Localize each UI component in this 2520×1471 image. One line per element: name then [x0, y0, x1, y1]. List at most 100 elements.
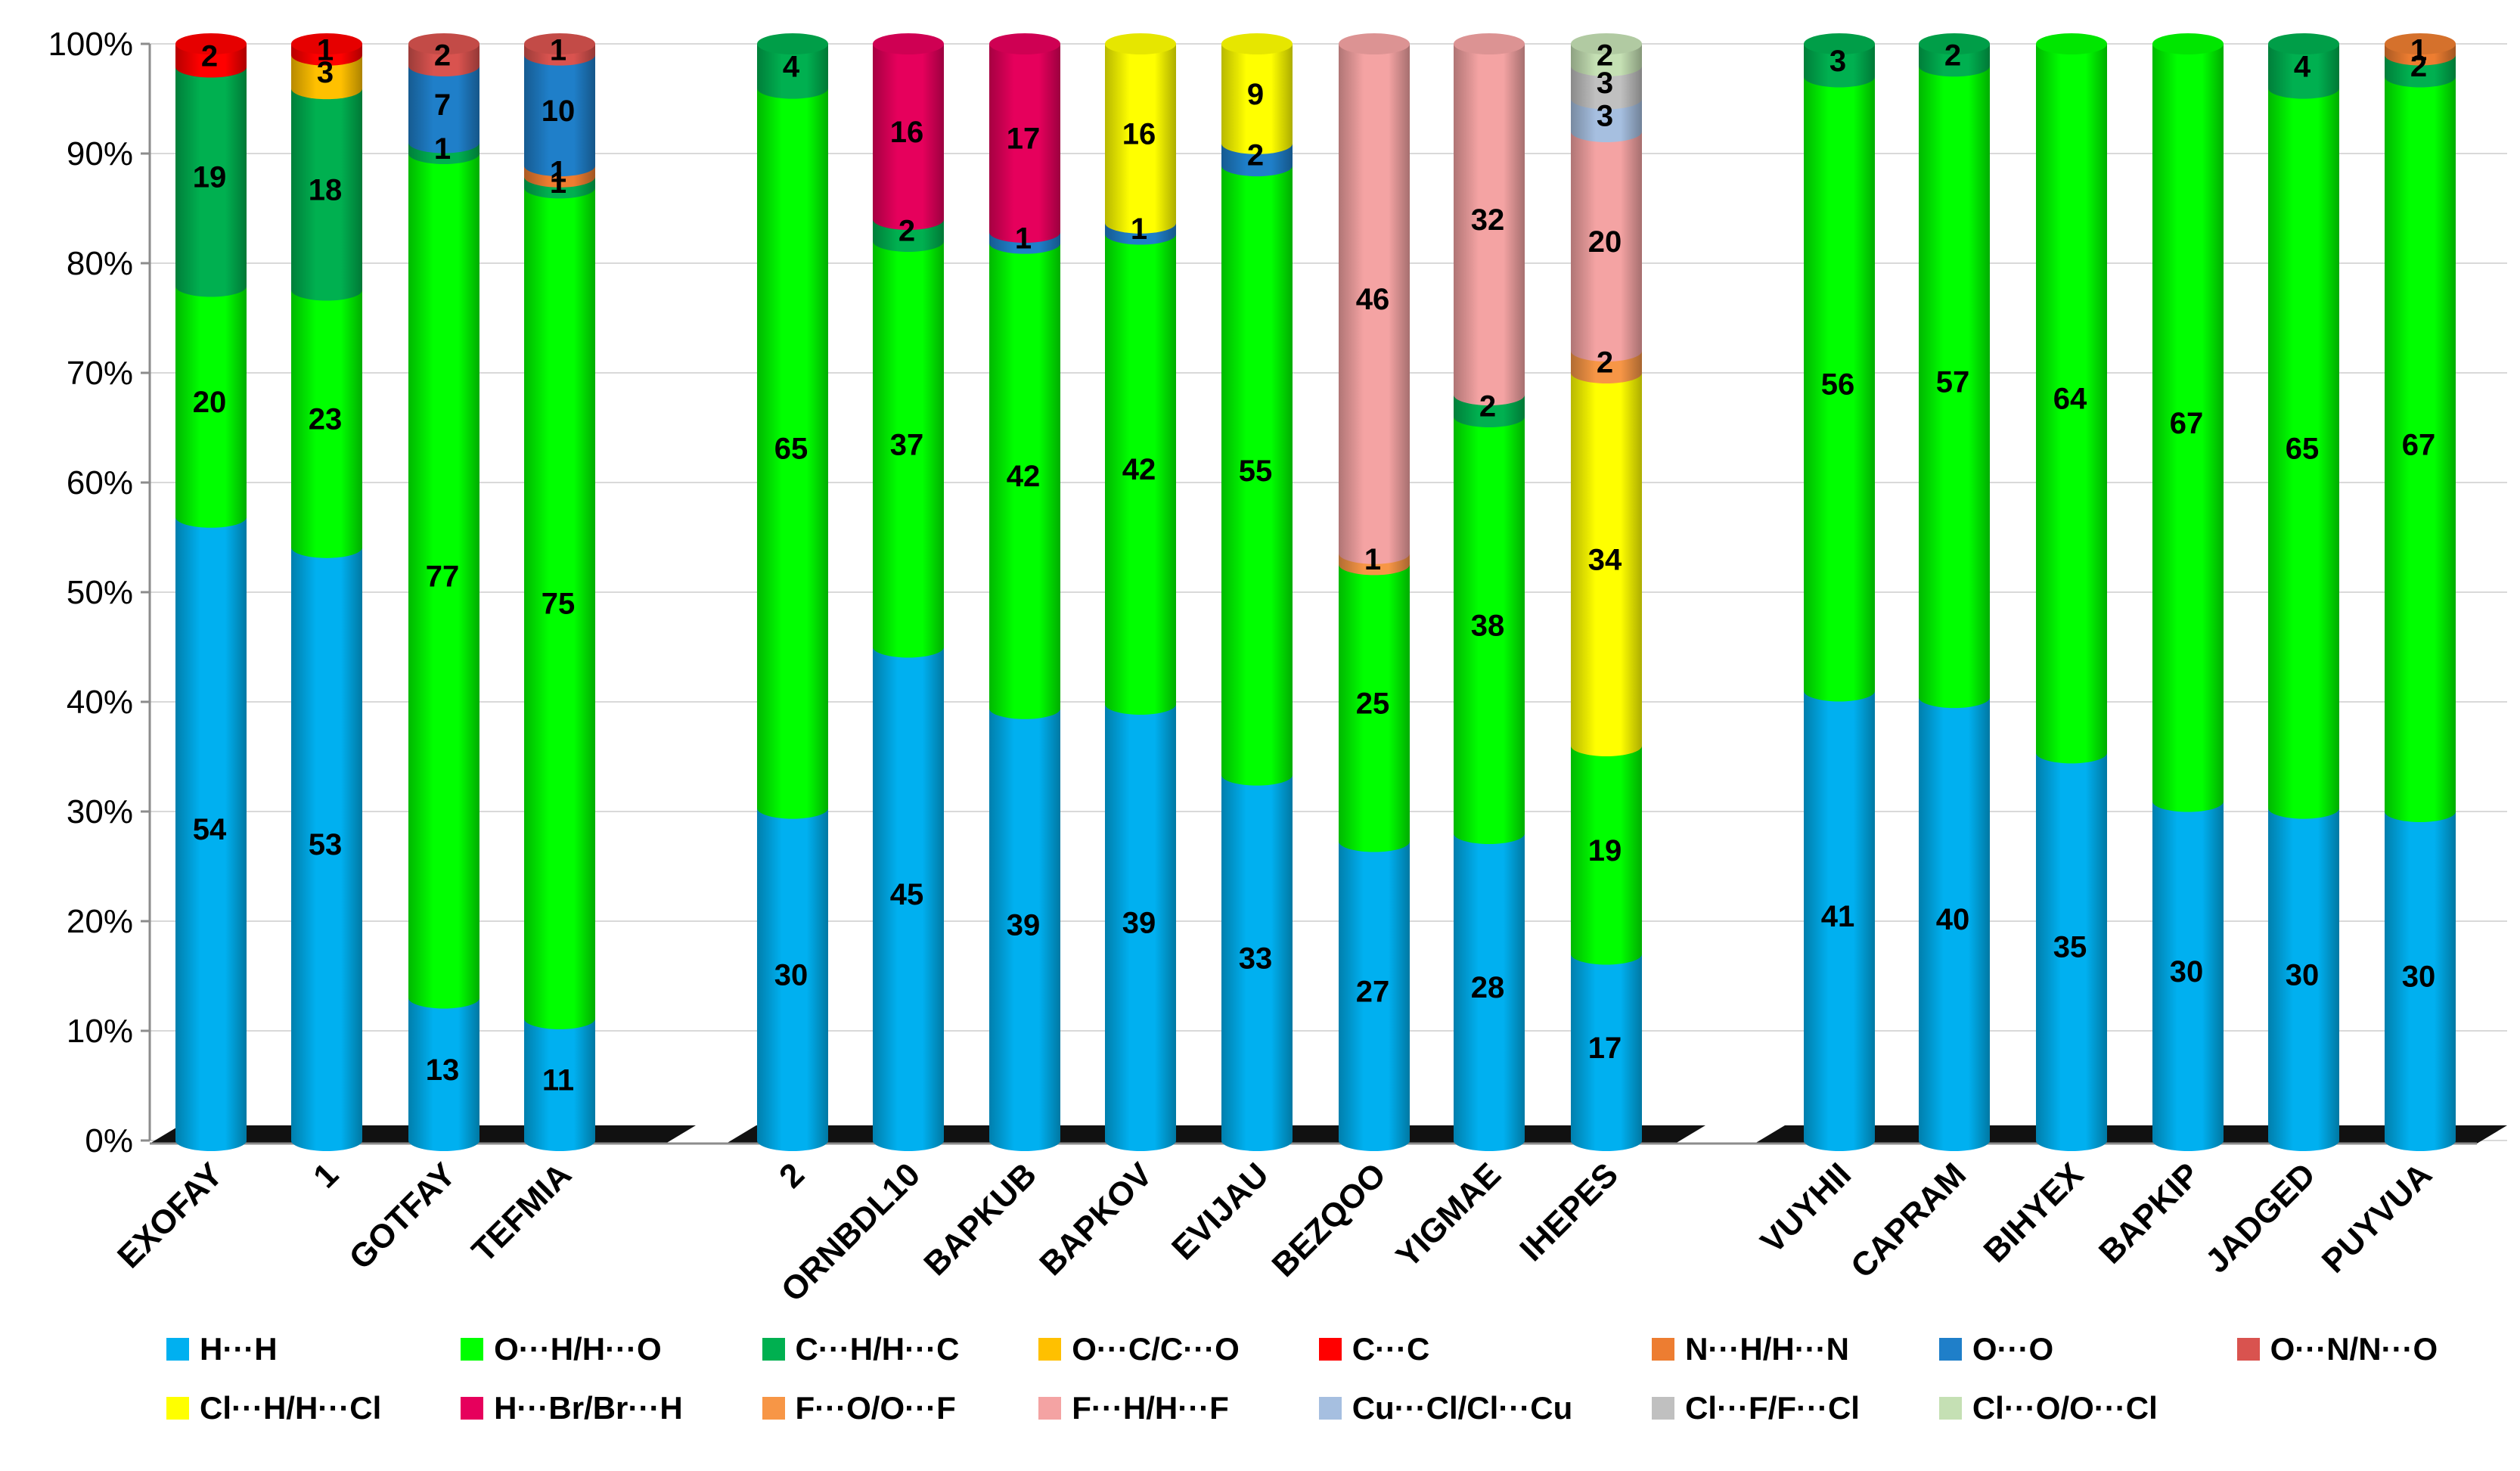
data-label: 7 — [434, 88, 451, 122]
bar-segment — [408, 154, 479, 1009]
data-label: 67 — [2170, 407, 2204, 440]
bar-top-cap — [873, 33, 944, 54]
data-label: 2 — [2410, 50, 2427, 83]
data-label: 1 — [2410, 33, 2427, 67]
data-label: 4 — [2294, 50, 2311, 83]
legend-label: Cl···O/O···Cl — [1972, 1390, 2158, 1426]
data-label: 2 — [201, 39, 218, 73]
data-label: 46 — [1356, 283, 1390, 316]
data-label: 16 — [1122, 117, 1156, 151]
bar-stack-bihyex: 35 64 — [2036, 33, 2107, 1151]
bar-segment — [1105, 703, 1176, 1151]
x-tick-label: BEZQOO — [1265, 1156, 1393, 1283]
bar-top-cap — [524, 33, 595, 54]
data-label: 1 — [550, 33, 566, 67]
data-label: 2 — [1597, 346, 1613, 380]
bar-top-cap — [2268, 33, 2339, 54]
data-label: 2 — [1597, 39, 1613, 73]
bar-segment — [1804, 44, 1875, 88]
bar-stack-capram: 40 57 2 — [1919, 33, 1990, 1151]
data-label: 35 — [2053, 931, 2087, 964]
legend-label: O···O — [1972, 1331, 2054, 1367]
bar-segment — [2036, 44, 2107, 764]
data-label: 30 — [774, 958, 808, 992]
x-tick-label: GOTFAY — [342, 1156, 463, 1277]
data-label: 17 — [1007, 122, 1041, 155]
legend-item: Cu···Cl/Cl···Cu — [1318, 1390, 1631, 1426]
data-label: 27 — [1356, 975, 1390, 1008]
legend-swatch — [1938, 1397, 1962, 1420]
legend-swatch — [461, 1397, 484, 1420]
legend-item: F···O/O···F — [762, 1390, 1018, 1426]
legend-swatch — [461, 1338, 484, 1361]
bar-top-cap — [1454, 33, 1525, 54]
data-label: 2 — [434, 39, 451, 73]
floor-gap — [666, 1125, 756, 1144]
bar-segment — [1105, 44, 1176, 234]
bar-top-cap — [989, 33, 1060, 54]
y-tick-label: 50% — [67, 574, 133, 611]
data-label: 1 — [550, 155, 566, 188]
bar-segment — [989, 243, 1060, 719]
legend-swatch — [1318, 1397, 1342, 1420]
legend-swatch — [762, 1338, 785, 1361]
data-label: 75 — [542, 588, 576, 621]
data-label: 40 — [1936, 903, 1970, 936]
bar-segment — [1454, 44, 1525, 405]
bar-segment — [989, 44, 1060, 243]
legend-swatch — [1938, 1338, 1962, 1361]
data-label: 42 — [1007, 460, 1041, 493]
data-label: 30 — [2170, 955, 2204, 988]
x-tick-label: JADGED — [2199, 1156, 2323, 1280]
data-label: 39 — [1122, 906, 1156, 939]
bars: 5420192532318311377172117511101306544537… — [175, 33, 2456, 1151]
bar-segment — [2385, 76, 2456, 822]
data-label: 54 — [193, 813, 227, 846]
legend-item: O···N/N···O — [2236, 1331, 2496, 1367]
bar-top-cap — [408, 33, 479, 54]
legend-item: O···C/C···O — [1038, 1331, 1297, 1367]
bar-top-cap — [2385, 33, 2456, 54]
legend-item: H···H — [166, 1331, 439, 1367]
bar-segment — [2385, 812, 2456, 1151]
bar-segment — [1454, 417, 1525, 844]
bar-segment — [175, 67, 247, 297]
bar-top-cap — [2036, 33, 2107, 54]
data-label: 34 — [1588, 544, 1622, 577]
bar-segment — [524, 188, 595, 1029]
bar-segment — [873, 241, 944, 658]
floor-gap — [1675, 1125, 1785, 1144]
y-tick-label: 10% — [67, 1013, 133, 1050]
bar-stack-1: 53 23 18 31 — [291, 33, 362, 1151]
data-label: 55 — [1239, 455, 1273, 488]
data-label: 65 — [774, 433, 808, 466]
bar-segment — [1804, 691, 1875, 1151]
legend-swatch — [1652, 1338, 1675, 1361]
data-label: 37 — [890, 428, 924, 461]
data-label: 33 — [1239, 942, 1273, 975]
data-label: 38 — [1471, 610, 1505, 643]
legend-label: C···C — [1352, 1331, 1430, 1367]
y-tick-label: 30% — [67, 793, 133, 830]
bar-segment — [408, 998, 479, 1151]
bar-segment — [291, 88, 362, 301]
y-tick-label: 60% — [67, 464, 133, 501]
legend-swatch — [166, 1338, 189, 1361]
bar-segment — [1221, 44, 1293, 154]
bar-segment — [1571, 98, 1642, 142]
bar-segment — [989, 708, 1060, 1151]
data-label: 39 — [1007, 908, 1041, 942]
data-label: 23 — [309, 403, 343, 436]
x-tick-label: 2 — [772, 1156, 812, 1195]
bar-segment — [2268, 88, 2339, 819]
x-tick-label: VUYHII — [1754, 1156, 1858, 1260]
bar-top-cap — [175, 33, 247, 54]
legend-label: O···H/H···O — [494, 1331, 662, 1367]
data-label: 10 — [542, 95, 576, 128]
bar-segment — [757, 88, 828, 819]
x-tick-label: YIGMAE — [1389, 1156, 1508, 1274]
data-label: 1 — [550, 166, 566, 200]
data-label: 65 — [2286, 433, 2320, 466]
legend-item: O···O — [1938, 1331, 2216, 1367]
